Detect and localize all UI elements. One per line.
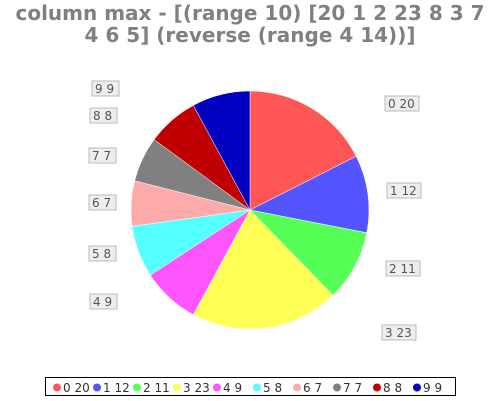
legend-label-3: 3 23 [183, 381, 210, 395]
legend-label-5: 5 8 [263, 381, 282, 395]
legend-label-8: 8 8 [383, 381, 402, 395]
legend-label-6: 6 7 [303, 381, 322, 395]
slice-label-box-5 [88, 245, 117, 262]
slice-label-0: 0 20 [384, 95, 420, 112]
slice-label-2: 2 11 [385, 260, 421, 277]
slice-label-text-2: 2 11 [389, 262, 416, 276]
legend-item-3: 3 23 [173, 381, 210, 395]
slice-label-box-9 [91, 80, 120, 97]
slice-label-text-7: 7 7 [92, 149, 111, 163]
slice-label-box-0 [384, 95, 420, 112]
slice-label-4: 4 9 [89, 293, 118, 310]
legend-swatch-6 [293, 383, 301, 392]
legend-label-1: 1 12 [103, 381, 130, 395]
legend-item-4: 4 9 [213, 381, 242, 395]
slice-label-text-8: 8 8 [93, 109, 112, 123]
slice-label-box-6 [88, 194, 117, 211]
slice-label-6: 6 7 [88, 194, 117, 211]
chart-title-line-1: column max - [(range 10) [20 1 2 23 8 3 … [15, 1, 485, 25]
slice-label-5: 5 8 [88, 245, 117, 262]
legend-swatch-9 [413, 383, 421, 392]
slice-label-9: 9 9 [91, 80, 120, 97]
pie-slice-1 [249, 155, 370, 234]
slice-label-box-2 [385, 260, 421, 277]
legend-item-8: 8 8 [373, 381, 402, 395]
slice-label-text-3: 3 23 [385, 326, 412, 340]
pie-slice-9 [193, 90, 251, 211]
slice-label-text-4: 4 9 [93, 295, 112, 309]
legend-label-0: 0 20 [63, 381, 90, 395]
legend-label-4: 4 9 [223, 381, 242, 395]
legend-swatch-7 [333, 383, 341, 392]
slice-label-text-1: 1 12 [390, 184, 417, 198]
slice-label-7: 7 7 [88, 147, 117, 164]
legend-item-2: 2 11 [133, 381, 170, 395]
slice-label-box-1 [386, 182, 422, 199]
legend-swatch-8 [373, 383, 381, 392]
legend-swatch-4 [213, 383, 221, 392]
label-connector-4 [116, 297, 170, 302]
legend-item-5: 5 8 [253, 381, 282, 395]
pie-slice-3 [193, 209, 334, 330]
legend-swatch-5 [253, 383, 261, 392]
label-connector-0 [312, 103, 386, 110]
chart-title: column max - [(range 10) [20 1 2 23 8 3 … [0, 2, 500, 46]
legend-swatch-3 [173, 383, 181, 392]
legend-label-9: 9 9 [423, 381, 442, 395]
label-connector-9 [118, 88, 221, 96]
slice-label-box-8 [89, 107, 118, 124]
legend-item-0: 0 20 [53, 381, 90, 395]
slice-label-text-5: 5 8 [92, 247, 111, 261]
slice-labels: 0 20 1 12 2 11 3 23 4 9 5 8 6 7 7 7 8 8 9 9 [88, 80, 422, 341]
slice-label-1: 1 12 [386, 182, 422, 199]
pie-slice-0 [249, 90, 357, 211]
legend-item-6: 6 7 [293, 381, 322, 395]
legend-item-9: 9 9 [413, 381, 442, 395]
chart-title-line-2: 4 6 5] (reverse (range 4 14))] [84, 23, 416, 47]
legend-label-2: 2 11 [143, 381, 170, 395]
legend-swatch-1 [93, 383, 101, 392]
slice-label-box-3 [381, 324, 417, 341]
label-connector-3 [266, 327, 383, 333]
slice-label-box-4 [89, 293, 118, 310]
label-connector-7 [115, 155, 143, 160]
legend: 0 20 1 12 2 11 3 23 4 9 5 8 6 7 7 7 8 8 9 9 [45, 377, 456, 396]
slice-label-3: 3 23 [381, 324, 417, 341]
legend-item-1: 1 12 [93, 381, 130, 395]
legend-label-7: 7 7 [343, 381, 362, 395]
slice-label-8: 8 8 [89, 107, 118, 124]
legend-item-7: 7 7 [333, 381, 362, 395]
label-connector-5 [115, 251, 139, 254]
label-connector-6 [115, 202, 132, 204]
label-connector-8 [116, 115, 172, 121]
label-connector-1 [367, 190, 388, 195]
slice-label-text-6: 6 7 [92, 196, 111, 210]
legend-swatch-2 [133, 383, 141, 392]
label-connectors [115, 88, 388, 333]
legend-swatch-0 [53, 383, 61, 392]
label-connector-2 [354, 266, 387, 269]
pie-slices [130, 90, 370, 330]
slice-label-text-9: 9 9 [95, 82, 114, 96]
slice-label-box-7 [88, 147, 117, 164]
slice-label-text-0: 0 20 [388, 97, 415, 111]
